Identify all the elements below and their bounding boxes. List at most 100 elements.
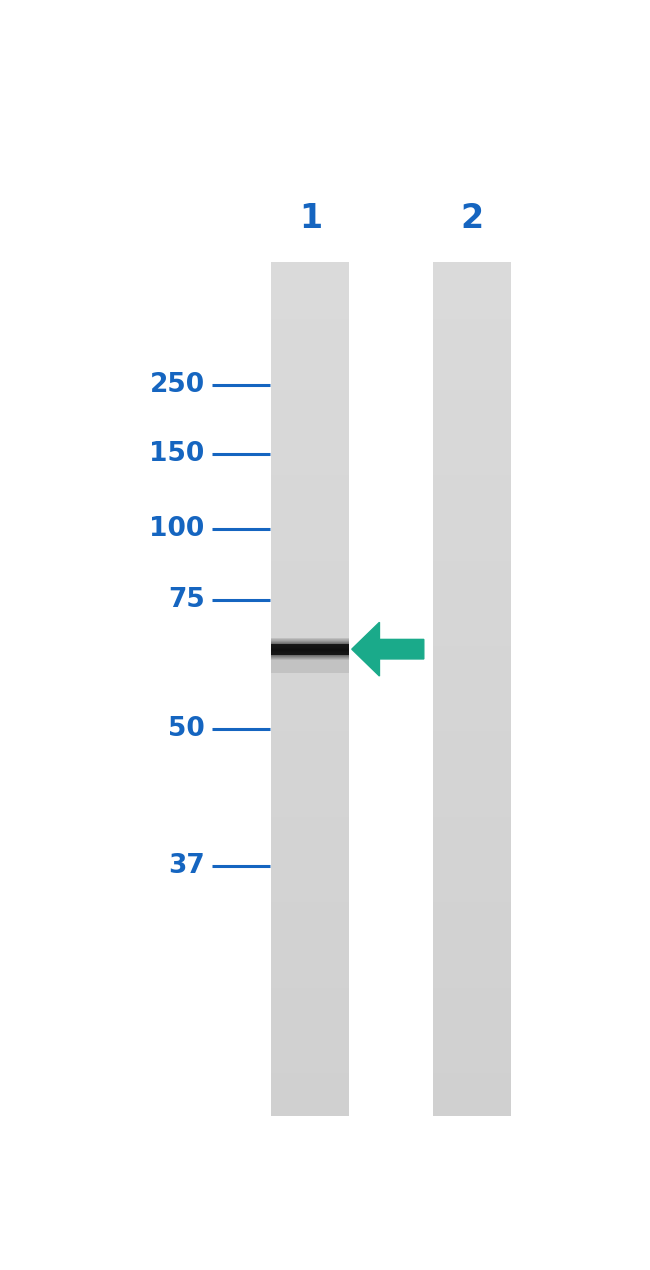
Text: 1: 1 bbox=[299, 202, 322, 235]
Bar bbox=[433, 447, 511, 461]
Bar bbox=[433, 846, 511, 860]
Bar bbox=[433, 1087, 511, 1101]
Bar bbox=[433, 276, 511, 291]
Bar bbox=[433, 362, 511, 376]
Bar bbox=[272, 1059, 350, 1073]
Bar bbox=[433, 433, 511, 447]
Bar bbox=[433, 475, 511, 489]
Text: 150: 150 bbox=[150, 441, 205, 466]
Bar bbox=[272, 745, 350, 759]
Bar bbox=[433, 775, 511, 789]
Text: 37: 37 bbox=[168, 853, 205, 879]
Bar bbox=[433, 1002, 511, 1016]
Text: 250: 250 bbox=[150, 372, 205, 398]
Bar bbox=[272, 931, 350, 945]
Bar bbox=[272, 759, 350, 775]
Bar bbox=[272, 1044, 350, 1059]
Bar bbox=[272, 418, 350, 433]
Bar bbox=[433, 1101, 511, 1115]
FancyArrow shape bbox=[352, 622, 424, 676]
Bar bbox=[272, 902, 350, 917]
Bar bbox=[272, 732, 350, 745]
Bar bbox=[433, 860, 511, 874]
Bar bbox=[272, 718, 350, 732]
Bar bbox=[433, 461, 511, 475]
Bar bbox=[433, 347, 511, 362]
Bar bbox=[272, 589, 350, 603]
Bar bbox=[272, 504, 350, 518]
Bar bbox=[272, 333, 350, 347]
Bar bbox=[272, 291, 350, 305]
Bar bbox=[433, 489, 511, 504]
Bar bbox=[433, 319, 511, 333]
Bar bbox=[272, 874, 350, 888]
Bar bbox=[272, 1073, 350, 1087]
Bar bbox=[433, 803, 511, 817]
Bar bbox=[433, 404, 511, 418]
Bar bbox=[272, 973, 350, 988]
Bar bbox=[272, 305, 350, 319]
Bar bbox=[272, 276, 350, 291]
Text: 2: 2 bbox=[460, 202, 483, 235]
Bar bbox=[433, 561, 511, 575]
Bar bbox=[433, 704, 511, 718]
Bar bbox=[433, 759, 511, 775]
Bar bbox=[433, 504, 511, 518]
Bar bbox=[272, 532, 350, 546]
Bar bbox=[433, 1073, 511, 1087]
Bar bbox=[433, 617, 511, 632]
Bar bbox=[433, 532, 511, 546]
Bar bbox=[272, 803, 350, 817]
Bar bbox=[272, 988, 350, 1002]
Bar bbox=[272, 262, 350, 276]
Bar bbox=[433, 333, 511, 347]
Bar bbox=[433, 262, 511, 276]
Bar bbox=[272, 817, 350, 831]
Bar bbox=[272, 688, 350, 704]
Bar bbox=[433, 376, 511, 390]
Bar bbox=[433, 874, 511, 888]
Bar bbox=[433, 888, 511, 902]
Bar bbox=[272, 674, 350, 688]
Bar bbox=[433, 959, 511, 973]
Bar bbox=[272, 390, 350, 404]
Bar bbox=[433, 1016, 511, 1030]
Bar bbox=[433, 589, 511, 603]
Bar bbox=[433, 390, 511, 404]
Bar bbox=[272, 860, 350, 874]
Text: 75: 75 bbox=[168, 587, 205, 613]
Bar bbox=[272, 376, 350, 390]
Bar bbox=[272, 404, 350, 418]
Bar bbox=[272, 1002, 350, 1016]
Bar bbox=[433, 1030, 511, 1044]
Bar bbox=[272, 347, 350, 362]
Bar bbox=[433, 817, 511, 831]
Bar bbox=[272, 632, 350, 646]
Bar bbox=[433, 732, 511, 745]
Bar bbox=[272, 518, 350, 532]
Bar bbox=[272, 704, 350, 718]
Bar bbox=[433, 674, 511, 688]
Bar bbox=[433, 688, 511, 704]
Bar bbox=[433, 660, 511, 674]
Bar bbox=[272, 1030, 350, 1044]
Bar bbox=[433, 973, 511, 988]
Bar bbox=[433, 546, 511, 561]
Bar bbox=[433, 988, 511, 1002]
Bar bbox=[433, 902, 511, 917]
Bar bbox=[433, 418, 511, 433]
Bar bbox=[272, 319, 350, 333]
Bar bbox=[272, 617, 350, 632]
Bar bbox=[272, 561, 350, 575]
Bar bbox=[272, 831, 350, 846]
Bar bbox=[272, 362, 350, 376]
Bar bbox=[272, 646, 350, 660]
Bar bbox=[433, 603, 511, 617]
Bar bbox=[433, 1059, 511, 1073]
Bar bbox=[433, 917, 511, 931]
Bar bbox=[272, 1087, 350, 1101]
Bar bbox=[272, 1016, 350, 1030]
Bar bbox=[433, 931, 511, 945]
Bar bbox=[272, 789, 350, 803]
Bar bbox=[272, 461, 350, 475]
